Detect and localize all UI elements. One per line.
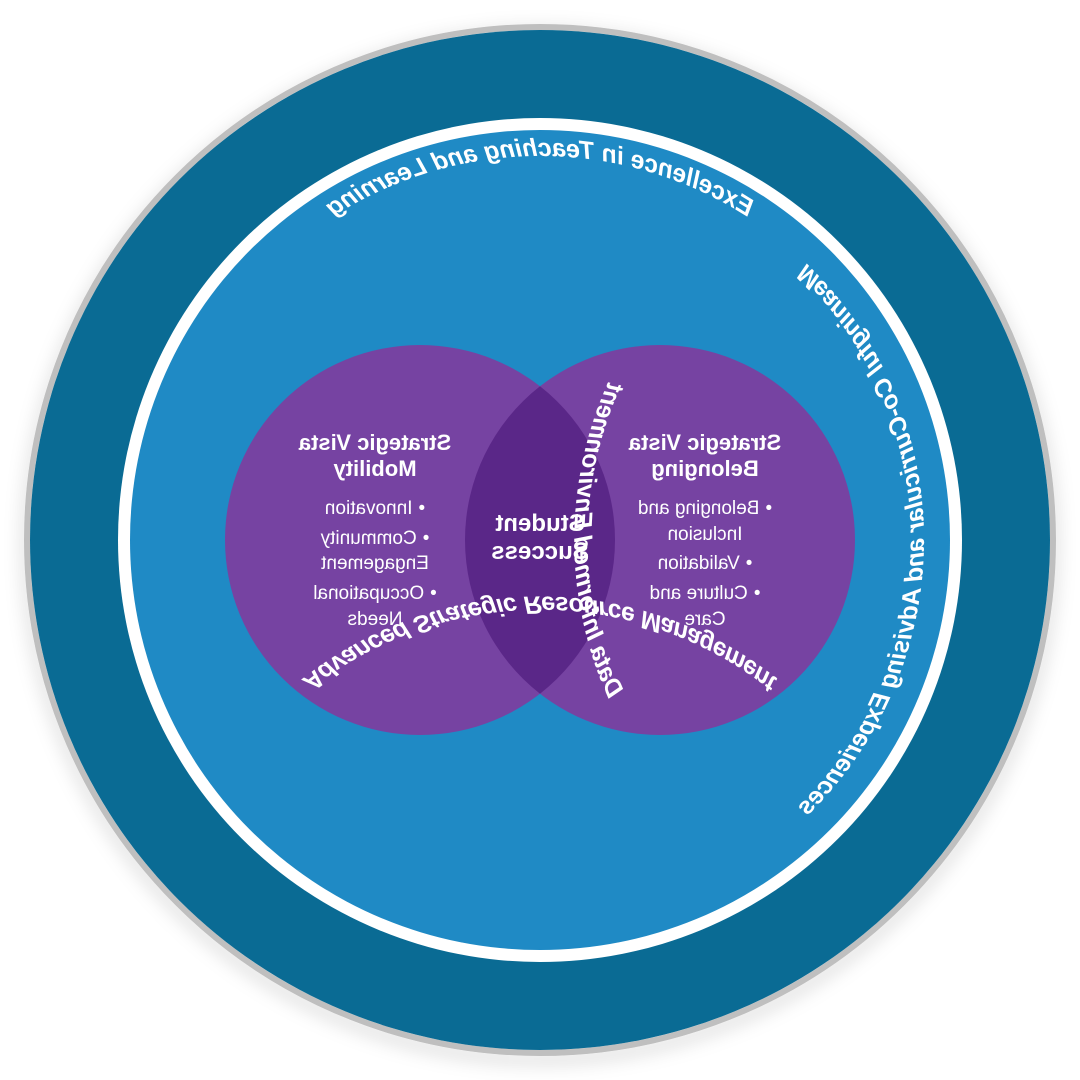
venn-left-list: •Belonging andInclusion •Validation •Cultu… [600, 496, 810, 632]
venn-left-block: Strategic Vista Belonging •Belonging and… [600, 430, 810, 636]
venn-right-title1: Strategic Vista [270, 430, 480, 456]
venn-center-line1: Student [480, 510, 600, 538]
venn-left-title2: Belonging [600, 456, 810, 482]
venn-bullet: •Validation [600, 551, 810, 577]
venn-bullet: •Innovation [270, 496, 480, 522]
venn-left-title1: Strategic Vista [600, 430, 810, 456]
strategic-diagram: Moonshot - Eliminate Intergenerational P… [0, 0, 1080, 1080]
venn-right-block: Strategic Vista Mobility •Innovation •Com… [270, 430, 480, 636]
venn-bullet: •CommunityEngagement [270, 526, 480, 577]
venn-right-list: •Innovation •CommunityEngagement•Occupati… [270, 496, 480, 632]
venn-center-line2: Success [480, 538, 600, 566]
venn-bullet: •Belonging andInclusion [600, 496, 810, 547]
venn-bullet: •OccupationalNeeds [270, 581, 480, 632]
venn-center-block: Student Success [480, 510, 600, 566]
venn-bullet: •Culture andCare [600, 581, 810, 632]
venn-right-title2: Mobility [270, 456, 480, 482]
